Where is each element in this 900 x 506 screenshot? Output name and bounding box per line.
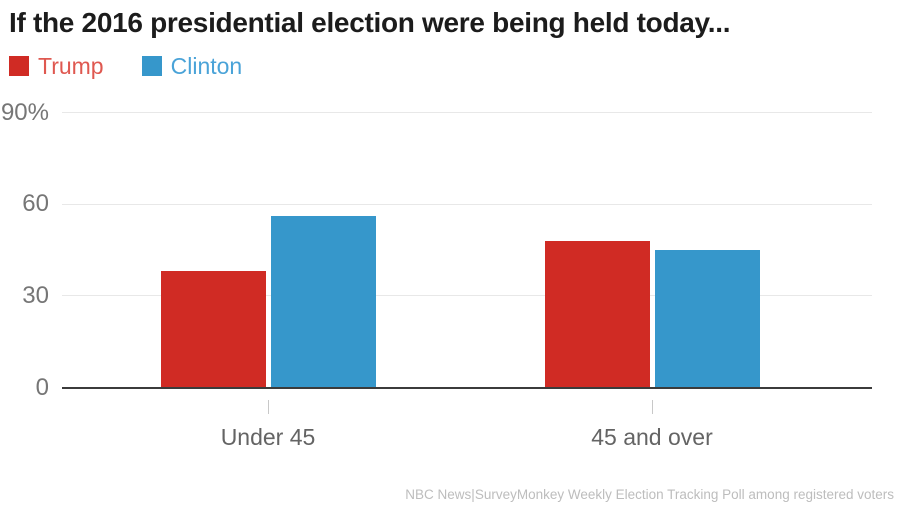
legend-label-clinton: Clinton [170,53,243,79]
bar-clinton-45-and-over [654,250,760,388]
legend-item-trump: Trump [9,53,104,79]
legend: Trump Clinton [9,53,243,79]
trump-color-swatch [9,56,29,76]
x-tick-45-and-over [652,400,653,414]
x-axis-label-under-45: Under 45 [220,424,316,450]
source-note: NBC News|SurveyMonkey Weekly Election Tr… [405,487,894,502]
x-axis-baseline [62,387,872,389]
y-gridline-90 [62,112,872,113]
y-axis-label-90: 90% [0,98,49,126]
x-tick-under-45 [268,400,269,414]
x-axis-label-45-and-over: 45 and over [591,424,713,450]
bar-clinton-under-45 [270,216,376,388]
y-gridline-30 [62,295,872,297]
legend-item-clinton: Clinton [141,53,243,79]
y-gridline-60 [62,203,872,205]
chart-title: If the 2016 presidential election were b… [9,7,731,38]
bar-trump-under-45 [160,271,266,388]
y-axis-label-0: 0 [35,373,49,401]
clinton-color-swatch [141,56,162,76]
bar-trump-45-and-over [544,240,650,388]
legend-label-trump: Trump [38,53,104,79]
y-axis-label-60: 60 [22,190,49,218]
y-axis-label-30: 30 [22,281,49,309]
